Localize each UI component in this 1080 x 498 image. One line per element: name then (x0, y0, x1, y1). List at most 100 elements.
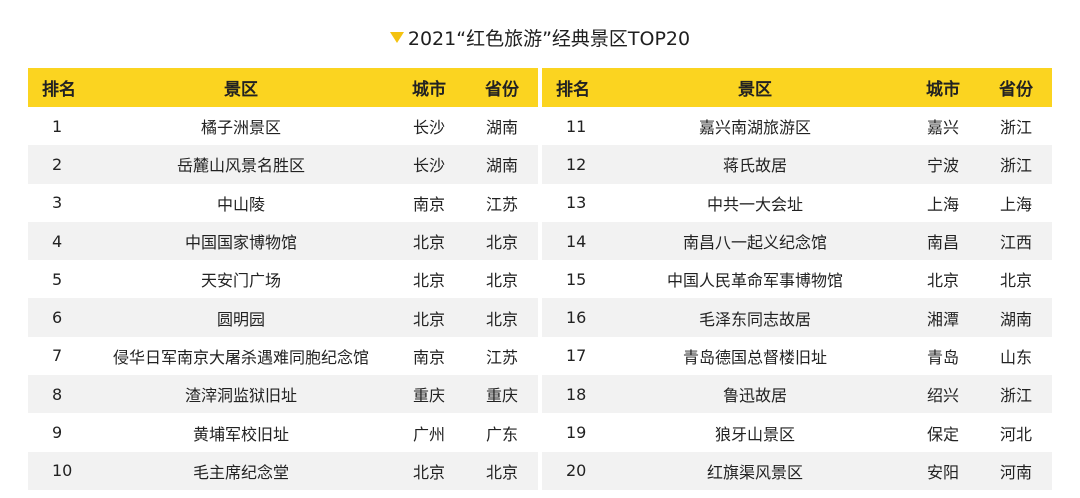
spot-cell: 渣滓洞监狱旧址 (90, 375, 392, 414)
spot-cell: 狼牙山景区 (604, 413, 906, 452)
table-row: 14 南昌八一起义纪念馆 南昌 江西 (542, 221, 1052, 261)
rank-cell: 1 (28, 107, 90, 146)
rank-cell: 13 (542, 183, 604, 222)
header-province: 省份 (466, 68, 538, 107)
spot-cell: 嘉兴南湖旅游区 (604, 107, 906, 146)
table-row: 13 中共一大会址 上海 上海 (542, 183, 1052, 222)
province-cell: 重庆 (466, 375, 538, 414)
province-cell: 广东 (466, 413, 538, 452)
city-cell: 长沙 (392, 107, 466, 146)
table-row: 6 圆明园 北京 北京 (28, 298, 538, 337)
city-cell: 上海 (906, 183, 980, 222)
spot-cell: 毛主席纪念堂 (90, 451, 392, 490)
spot-cell: 中山陵 (90, 183, 392, 222)
table-row: 17 青岛德国总督楼旧址 青岛 山东 (542, 336, 1052, 376)
province-cell: 浙江 (980, 375, 1052, 414)
rank-cell: 20 (542, 451, 604, 490)
city-cell: 南昌 (906, 221, 980, 261)
spot-cell: 蒋氏故居 (604, 145, 906, 184)
page-title: 2021“红色旅游”经典景区TOP20 (0, 24, 1080, 54)
spot-cell: 天安门广场 (90, 260, 392, 299)
city-cell: 北京 (392, 451, 466, 490)
table-row: 2 岳麓山风景名胜区 长沙 湖南 (28, 145, 538, 184)
rank-cell: 7 (28, 336, 90, 376)
province-cell: 湖南 (466, 145, 538, 184)
rank-cell: 12 (542, 145, 604, 184)
header-spot: 景区 (90, 68, 392, 107)
rank-cell: 11 (542, 107, 604, 146)
rank-cell: 15 (542, 260, 604, 299)
rank-cell: 14 (542, 221, 604, 261)
city-cell: 北京 (392, 221, 466, 261)
header-rank: 排名 (28, 68, 90, 107)
header-row: 排名 景区 城市 省份 (28, 68, 538, 107)
city-cell: 嘉兴 (906, 107, 980, 146)
header-row: 排名 景区 城市 省份 (542, 68, 1052, 107)
province-cell: 湖南 (466, 107, 538, 146)
rank-cell: 16 (542, 298, 604, 337)
spot-cell: 毛泽东同志故居 (604, 298, 906, 337)
city-cell: 北京 (392, 260, 466, 299)
province-cell: 北京 (466, 221, 538, 261)
city-cell: 北京 (392, 298, 466, 337)
spot-cell: 橘子洲景区 (90, 107, 392, 146)
spot-cell: 青岛德国总督楼旧址 (604, 336, 906, 376)
province-cell: 北京 (466, 451, 538, 490)
table-row: 5 天安门广场 北京 北京 (28, 260, 538, 299)
city-cell: 安阳 (906, 451, 980, 490)
province-cell: 浙江 (980, 145, 1052, 184)
city-cell: 南京 (392, 183, 466, 222)
ranking-table-right: 排名 景区 城市 省份 11 嘉兴南湖旅游区 嘉兴 浙江 12 蒋氏故居 宁波 浙江 13 中共一… (542, 68, 1052, 490)
table-row: 15 中国人民革命军事博物馆 北京 北京 (542, 260, 1052, 299)
province-cell: 湖南 (980, 298, 1052, 337)
province-cell: 江苏 (466, 336, 538, 376)
province-cell: 北京 (466, 298, 538, 337)
header-city: 城市 (906, 68, 980, 107)
table-row: 9 黄埔军校旧址 广州 广东 (28, 413, 538, 452)
rank-cell: 9 (28, 413, 90, 452)
table-row: 11 嘉兴南湖旅游区 嘉兴 浙江 (542, 107, 1052, 146)
rank-cell: 3 (28, 183, 90, 222)
province-cell: 河南 (980, 451, 1052, 490)
title-text: 2021“红色旅游”经典景区TOP20 (407, 28, 691, 50)
table-row: 12 蒋氏故居 宁波 浙江 (542, 145, 1052, 184)
city-cell: 保定 (906, 413, 980, 452)
table-row: 16 毛泽东同志故居 湘潭 湖南 (542, 298, 1052, 337)
spot-cell: 中共一大会址 (604, 183, 906, 222)
city-cell: 南京 (392, 336, 466, 376)
table-row: 7 侵华日军南京大屠杀遇难同胞纪念馆 南京 江苏 (28, 336, 538, 376)
header-spot: 景区 (604, 68, 906, 107)
rank-cell: 6 (28, 298, 90, 337)
table-row: 10 毛主席纪念堂 北京 北京 (28, 451, 538, 490)
city-cell: 广州 (392, 413, 466, 452)
table-row: 8 渣滓洞监狱旧址 重庆 重庆 (28, 375, 538, 414)
table-row: 19 狼牙山景区 保定 河北 (542, 413, 1052, 452)
city-cell: 宁波 (906, 145, 980, 184)
spot-cell: 南昌八一起义纪念馆 (604, 221, 906, 261)
province-cell: 上海 (980, 183, 1052, 222)
province-cell: 浙江 (980, 107, 1052, 146)
rank-cell: 17 (542, 336, 604, 376)
spot-cell: 黄埔军校旧址 (90, 413, 392, 452)
city-cell: 长沙 (392, 145, 466, 184)
table-row: 1 橘子洲景区 长沙 湖南 (28, 107, 538, 146)
spot-cell: 鲁迅故居 (604, 375, 906, 414)
province-cell: 江西 (980, 221, 1052, 261)
province-cell: 江苏 (466, 183, 538, 222)
header-rank: 排名 (542, 68, 604, 107)
rank-cell: 4 (28, 221, 90, 261)
table-row: 18 鲁迅故居 绍兴 浙江 (542, 375, 1052, 414)
city-cell: 重庆 (392, 375, 466, 414)
rank-cell: 18 (542, 375, 604, 414)
spot-cell: 侵华日军南京大屠杀遇难同胞纪念馆 (90, 336, 392, 376)
province-cell: 河北 (980, 413, 1052, 452)
spot-cell: 岳麓山风景名胜区 (90, 145, 392, 184)
header-province: 省份 (980, 68, 1052, 107)
province-cell: 北京 (466, 260, 538, 299)
spot-cell: 红旗渠风景区 (604, 451, 906, 490)
province-cell: 山东 (980, 336, 1052, 376)
spot-cell: 圆明园 (90, 298, 392, 337)
spot-cell: 中国人民革命军事博物馆 (604, 260, 906, 299)
city-cell: 绍兴 (906, 375, 980, 414)
city-cell: 青岛 (906, 336, 980, 376)
